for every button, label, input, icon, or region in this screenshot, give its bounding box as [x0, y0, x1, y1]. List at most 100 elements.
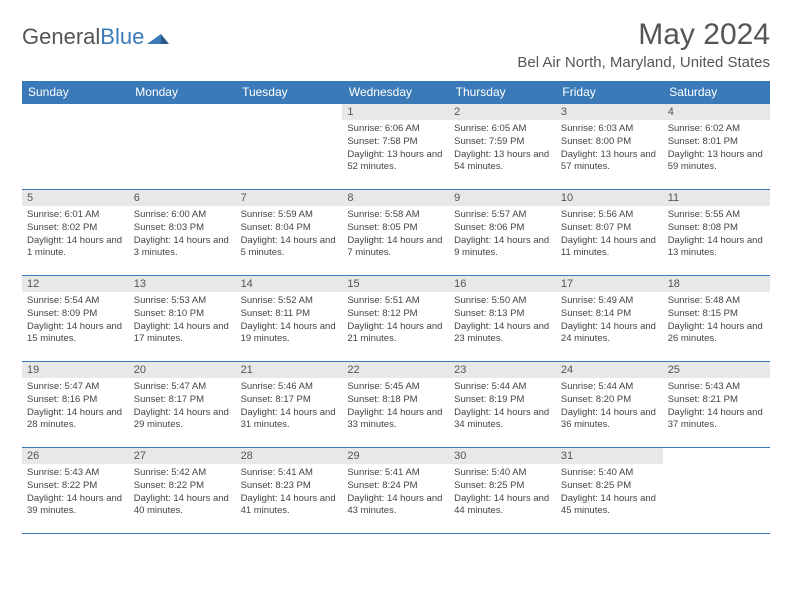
day-number: 20: [129, 362, 236, 378]
day-content: Sunrise: 5:48 AMSunset: 8:15 PMDaylight:…: [663, 292, 770, 348]
empty-cell: [22, 104, 129, 190]
day-number: 31: [556, 448, 663, 464]
day-number: 22: [342, 362, 449, 378]
empty-cell: [663, 448, 770, 534]
day-cell: 11Sunrise: 5:55 AMSunset: 8:08 PMDayligh…: [663, 190, 770, 276]
day-cell: 12Sunrise: 5:54 AMSunset: 8:09 PMDayligh…: [22, 276, 129, 362]
header: GeneralBlue May 2024 Bel Air North, Mary…: [22, 18, 770, 77]
day-number: 25: [663, 362, 770, 378]
day-cell: 1Sunrise: 6:06 AMSunset: 7:58 PMDaylight…: [342, 104, 449, 190]
day-content: Sunrise: 5:56 AMSunset: 8:07 PMDaylight:…: [556, 206, 663, 262]
day-number: 8: [342, 190, 449, 206]
day-cell: 5Sunrise: 6:01 AMSunset: 8:02 PMDaylight…: [22, 190, 129, 276]
day-content: Sunrise: 6:06 AMSunset: 7:58 PMDaylight:…: [342, 120, 449, 176]
day-number: 10: [556, 190, 663, 206]
day-number: 6: [129, 190, 236, 206]
day-cell: 3Sunrise: 6:03 AMSunset: 8:00 PMDaylight…: [556, 104, 663, 190]
day-number: 5: [22, 190, 129, 206]
day-content: Sunrise: 5:45 AMSunset: 8:18 PMDaylight:…: [342, 378, 449, 434]
day-number: 4: [663, 104, 770, 120]
day-cell: 19Sunrise: 5:47 AMSunset: 8:16 PMDayligh…: [22, 362, 129, 448]
day-number: 16: [449, 276, 556, 292]
day-cell: 8Sunrise: 5:58 AMSunset: 8:05 PMDaylight…: [342, 190, 449, 276]
day-cell: 13Sunrise: 5:53 AMSunset: 8:10 PMDayligh…: [129, 276, 236, 362]
day-content: Sunrise: 5:40 AMSunset: 8:25 PMDaylight:…: [449, 464, 556, 520]
day-content: Sunrise: 5:47 AMSunset: 8:17 PMDaylight:…: [129, 378, 236, 434]
day-cell: 28Sunrise: 5:41 AMSunset: 8:23 PMDayligh…: [236, 448, 343, 534]
week-row: 12Sunrise: 5:54 AMSunset: 8:09 PMDayligh…: [22, 276, 770, 362]
day-cell: 2Sunrise: 6:05 AMSunset: 7:59 PMDaylight…: [449, 104, 556, 190]
logo: GeneralBlue: [22, 24, 169, 50]
day-content: Sunrise: 5:51 AMSunset: 8:12 PMDaylight:…: [342, 292, 449, 348]
day-content: Sunrise: 5:41 AMSunset: 8:24 PMDaylight:…: [342, 464, 449, 520]
empty-cell: [236, 104, 343, 190]
week-row: 1Sunrise: 6:06 AMSunset: 7:58 PMDaylight…: [22, 104, 770, 190]
day-number: 24: [556, 362, 663, 378]
weekday-friday: Friday: [556, 81, 663, 104]
weekday-wednesday: Wednesday: [342, 81, 449, 104]
day-number: 9: [449, 190, 556, 206]
day-cell: 6Sunrise: 6:00 AMSunset: 8:03 PMDaylight…: [129, 190, 236, 276]
day-content: Sunrise: 5:50 AMSunset: 8:13 PMDaylight:…: [449, 292, 556, 348]
day-content: Sunrise: 6:05 AMSunset: 7:59 PMDaylight:…: [449, 120, 556, 176]
day-cell: 27Sunrise: 5:42 AMSunset: 8:22 PMDayligh…: [129, 448, 236, 534]
day-number: 30: [449, 448, 556, 464]
day-cell: 25Sunrise: 5:43 AMSunset: 8:21 PMDayligh…: [663, 362, 770, 448]
weekday-thursday: Thursday: [449, 81, 556, 104]
calendar-table: SundayMondayTuesdayWednesdayThursdayFrid…: [22, 81, 770, 534]
day-content: Sunrise: 5:46 AMSunset: 8:17 PMDaylight:…: [236, 378, 343, 434]
day-number: 18: [663, 276, 770, 292]
day-cell: 21Sunrise: 5:46 AMSunset: 8:17 PMDayligh…: [236, 362, 343, 448]
day-content: Sunrise: 5:52 AMSunset: 8:11 PMDaylight:…: [236, 292, 343, 348]
weekday-header-row: SundayMondayTuesdayWednesdayThursdayFrid…: [22, 81, 770, 104]
day-content: Sunrise: 6:03 AMSunset: 8:00 PMDaylight:…: [556, 120, 663, 176]
day-content: Sunrise: 5:43 AMSunset: 8:22 PMDaylight:…: [22, 464, 129, 520]
day-content: Sunrise: 5:47 AMSunset: 8:16 PMDaylight:…: [22, 378, 129, 434]
month-title: May 2024: [517, 18, 770, 52]
day-number: 14: [236, 276, 343, 292]
location: Bel Air North, Maryland, United States: [517, 54, 770, 71]
day-number: 19: [22, 362, 129, 378]
day-content: Sunrise: 6:01 AMSunset: 8:02 PMDaylight:…: [22, 206, 129, 262]
day-cell: 22Sunrise: 5:45 AMSunset: 8:18 PMDayligh…: [342, 362, 449, 448]
day-cell: 30Sunrise: 5:40 AMSunset: 8:25 PMDayligh…: [449, 448, 556, 534]
day-content: Sunrise: 6:02 AMSunset: 8:01 PMDaylight:…: [663, 120, 770, 176]
day-cell: 14Sunrise: 5:52 AMSunset: 8:11 PMDayligh…: [236, 276, 343, 362]
day-number: 1: [342, 104, 449, 120]
day-number: 11: [663, 190, 770, 206]
title-block: May 2024 Bel Air North, Maryland, United…: [517, 18, 770, 77]
day-number: 15: [342, 276, 449, 292]
weekday-tuesday: Tuesday: [236, 81, 343, 104]
calendar-body: 1Sunrise: 6:06 AMSunset: 7:58 PMDaylight…: [22, 104, 770, 534]
day-content: Sunrise: 5:40 AMSunset: 8:25 PMDaylight:…: [556, 464, 663, 520]
day-number: 12: [22, 276, 129, 292]
day-number: 28: [236, 448, 343, 464]
day-content: Sunrise: 5:53 AMSunset: 8:10 PMDaylight:…: [129, 292, 236, 348]
day-cell: 4Sunrise: 6:02 AMSunset: 8:01 PMDaylight…: [663, 104, 770, 190]
day-content: Sunrise: 5:44 AMSunset: 8:20 PMDaylight:…: [556, 378, 663, 434]
day-content: Sunrise: 5:55 AMSunset: 8:08 PMDaylight:…: [663, 206, 770, 262]
day-content: Sunrise: 5:57 AMSunset: 8:06 PMDaylight:…: [449, 206, 556, 262]
weekday-monday: Monday: [129, 81, 236, 104]
day-number: 23: [449, 362, 556, 378]
day-cell: 20Sunrise: 5:47 AMSunset: 8:17 PMDayligh…: [129, 362, 236, 448]
day-content: Sunrise: 5:58 AMSunset: 8:05 PMDaylight:…: [342, 206, 449, 262]
day-content: Sunrise: 5:59 AMSunset: 8:04 PMDaylight:…: [236, 206, 343, 262]
logo-text-2: Blue: [100, 24, 144, 50]
day-cell: 7Sunrise: 5:59 AMSunset: 8:04 PMDaylight…: [236, 190, 343, 276]
week-row: 19Sunrise: 5:47 AMSunset: 8:16 PMDayligh…: [22, 362, 770, 448]
day-cell: 23Sunrise: 5:44 AMSunset: 8:19 PMDayligh…: [449, 362, 556, 448]
day-number: 29: [342, 448, 449, 464]
day-cell: 10Sunrise: 5:56 AMSunset: 8:07 PMDayligh…: [556, 190, 663, 276]
day-number: 7: [236, 190, 343, 206]
day-number: 27: [129, 448, 236, 464]
day-content: Sunrise: 5:41 AMSunset: 8:23 PMDaylight:…: [236, 464, 343, 520]
day-cell: 9Sunrise: 5:57 AMSunset: 8:06 PMDaylight…: [449, 190, 556, 276]
day-cell: 29Sunrise: 5:41 AMSunset: 8:24 PMDayligh…: [342, 448, 449, 534]
day-cell: 15Sunrise: 5:51 AMSunset: 8:12 PMDayligh…: [342, 276, 449, 362]
day-cell: 17Sunrise: 5:49 AMSunset: 8:14 PMDayligh…: [556, 276, 663, 362]
day-cell: 26Sunrise: 5:43 AMSunset: 8:22 PMDayligh…: [22, 448, 129, 534]
day-content: Sunrise: 5:44 AMSunset: 8:19 PMDaylight:…: [449, 378, 556, 434]
day-number: 3: [556, 104, 663, 120]
day-cell: 31Sunrise: 5:40 AMSunset: 8:25 PMDayligh…: [556, 448, 663, 534]
